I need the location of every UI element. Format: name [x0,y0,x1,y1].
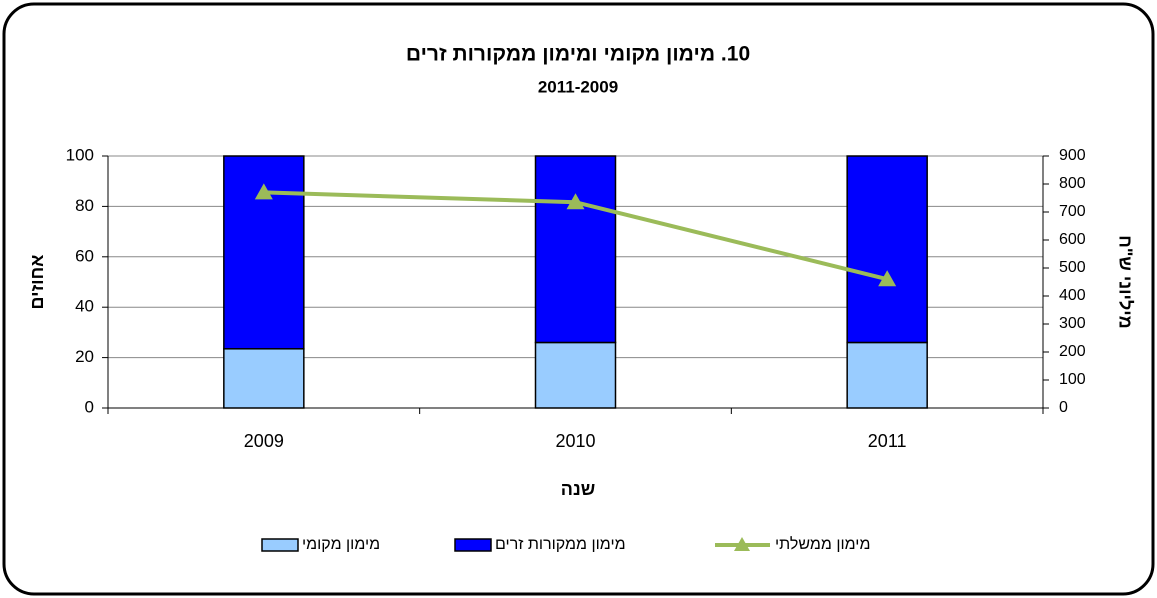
y2-tick-label: 600 [1059,231,1086,248]
bar-segment [534,155,617,344]
y2-tick-label: 0 [1059,399,1068,416]
y2-tick-label: 900 [1059,147,1086,164]
line-marker [566,193,585,210]
legend-label: מימון ממשלתי [775,535,870,553]
x-tick-label: 2011 [868,431,907,451]
y-tick-label: 80 [75,196,94,215]
chart-subtitle: 2011-2009 [538,77,618,96]
y2-tick-label: 100 [1059,371,1086,388]
y2-tick-label: 400 [1059,287,1086,304]
y-tick-label: 40 [75,297,94,316]
x-axis-label: שנה [561,479,595,499]
legend-label: מימון מקומי [302,536,380,553]
line-marker [878,270,897,287]
y2-tick-label: 700 [1059,203,1086,220]
bar-segment [846,341,928,409]
bar-segment [846,155,928,344]
chart-title: 10. מימון מקומי ומימון ממקורות זרים [406,43,750,66]
y2-tick-label: 500 [1059,259,1086,276]
bar-segment [223,348,305,409]
legend-label: מימון ממקורות זרים [495,536,626,553]
y2-tick-label: 200 [1059,343,1086,360]
legend-swatch [454,538,492,552]
y-axis-label: אחוזים [27,255,47,310]
y-tick-label: 0 [85,397,94,416]
line-marker [254,183,273,200]
x-tick-label: 2010 [555,431,595,451]
y-tick-label: 100 [66,145,94,164]
y2-axis-label: מיליוני ש"ח [1115,235,1135,328]
y2-tick-label: 800 [1059,175,1086,192]
y-tick-label: 20 [75,347,94,366]
bar-segment [534,341,617,409]
x-tick-label: 2009 [244,431,284,451]
legend-swatch [261,538,299,552]
y2-tick-label: 300 [1059,315,1086,332]
y-tick-label: 60 [75,246,94,265]
legend-marker [734,537,750,551]
